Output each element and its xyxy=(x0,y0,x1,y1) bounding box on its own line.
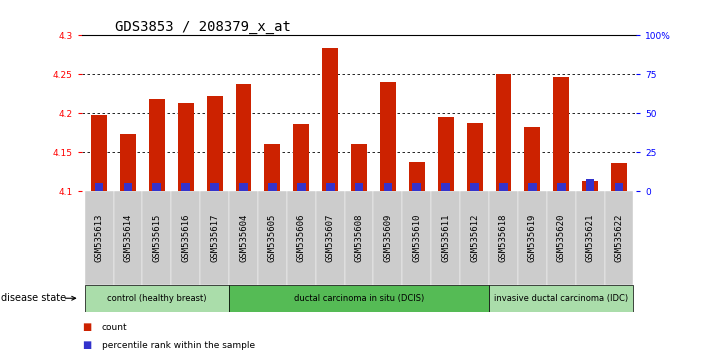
Bar xyxy=(528,183,537,191)
Bar xyxy=(201,191,229,285)
Text: count: count xyxy=(102,323,127,332)
Bar xyxy=(402,191,432,285)
Text: GSM535616: GSM535616 xyxy=(181,214,191,262)
Text: GSM535620: GSM535620 xyxy=(557,214,566,262)
Bar xyxy=(171,191,201,285)
Text: GSM535615: GSM535615 xyxy=(152,214,161,262)
Bar xyxy=(442,183,450,191)
Bar xyxy=(345,191,373,285)
Bar xyxy=(496,74,511,191)
Bar xyxy=(351,144,367,191)
Text: ■: ■ xyxy=(82,340,91,350)
Bar xyxy=(547,191,576,285)
Text: control (healthy breast): control (healthy breast) xyxy=(107,294,207,303)
Bar xyxy=(316,191,345,285)
Text: GSM535610: GSM535610 xyxy=(412,214,422,262)
Bar xyxy=(518,191,547,285)
Bar xyxy=(142,191,171,285)
Bar xyxy=(124,183,132,191)
Text: GSM535609: GSM535609 xyxy=(383,214,392,262)
Bar xyxy=(207,96,223,191)
Text: GSM535619: GSM535619 xyxy=(528,214,537,262)
Bar xyxy=(460,191,489,285)
Bar xyxy=(239,183,248,191)
Text: GSM535614: GSM535614 xyxy=(124,214,132,262)
Bar xyxy=(235,84,252,191)
Bar xyxy=(499,183,508,191)
Text: GSM535611: GSM535611 xyxy=(442,214,450,262)
Text: GSM535607: GSM535607 xyxy=(326,214,335,262)
Bar xyxy=(553,77,570,191)
Bar xyxy=(114,191,142,285)
Text: GDS3853 / 208379_x_at: GDS3853 / 208379_x_at xyxy=(115,21,291,34)
Bar xyxy=(91,115,107,191)
Bar xyxy=(85,285,229,312)
Bar xyxy=(470,183,479,191)
Text: GSM535612: GSM535612 xyxy=(470,214,479,262)
Bar xyxy=(373,191,402,285)
Bar xyxy=(611,163,627,191)
Bar xyxy=(152,183,161,191)
Bar xyxy=(268,183,277,191)
Text: GSM535605: GSM535605 xyxy=(268,214,277,262)
Bar xyxy=(120,133,136,191)
Text: disease state: disease state xyxy=(1,293,67,303)
Bar xyxy=(181,183,190,191)
Bar xyxy=(380,82,396,191)
Bar xyxy=(326,183,335,191)
Text: GSM535618: GSM535618 xyxy=(499,214,508,262)
Bar xyxy=(322,48,338,191)
Bar xyxy=(466,122,483,191)
Text: GSM535606: GSM535606 xyxy=(296,214,306,262)
Bar xyxy=(85,191,114,285)
Bar xyxy=(229,191,258,285)
Bar xyxy=(489,191,518,285)
Bar xyxy=(614,183,624,191)
Text: ductal carcinoma in situ (DCIS): ductal carcinoma in situ (DCIS) xyxy=(294,294,424,303)
Bar xyxy=(229,285,489,312)
Bar xyxy=(586,179,594,191)
Bar xyxy=(582,181,598,191)
Bar xyxy=(287,191,316,285)
Bar xyxy=(489,285,634,312)
Text: GSM535621: GSM535621 xyxy=(586,214,594,262)
Bar xyxy=(383,183,392,191)
Text: invasive ductal carcinoma (IDC): invasive ductal carcinoma (IDC) xyxy=(494,294,629,303)
Bar xyxy=(412,183,421,191)
Bar xyxy=(210,183,219,191)
Bar xyxy=(178,103,193,191)
Bar xyxy=(297,183,306,191)
Text: percentile rank within the sample: percentile rank within the sample xyxy=(102,341,255,350)
Text: GSM535604: GSM535604 xyxy=(239,214,248,262)
Text: GSM535617: GSM535617 xyxy=(210,214,219,262)
Bar xyxy=(294,124,309,191)
Bar xyxy=(409,162,424,191)
Bar xyxy=(525,127,540,191)
Text: ■: ■ xyxy=(82,322,91,332)
Text: GSM535613: GSM535613 xyxy=(95,214,104,262)
Bar xyxy=(557,183,566,191)
Bar xyxy=(258,191,287,285)
Text: GSM535622: GSM535622 xyxy=(614,214,624,262)
Bar xyxy=(438,117,454,191)
Bar xyxy=(604,191,634,285)
Bar xyxy=(95,183,104,191)
Bar xyxy=(576,191,604,285)
Text: GSM535608: GSM535608 xyxy=(355,214,363,262)
Bar xyxy=(355,183,363,191)
Bar xyxy=(264,144,280,191)
Bar xyxy=(149,99,165,191)
Bar xyxy=(432,191,460,285)
